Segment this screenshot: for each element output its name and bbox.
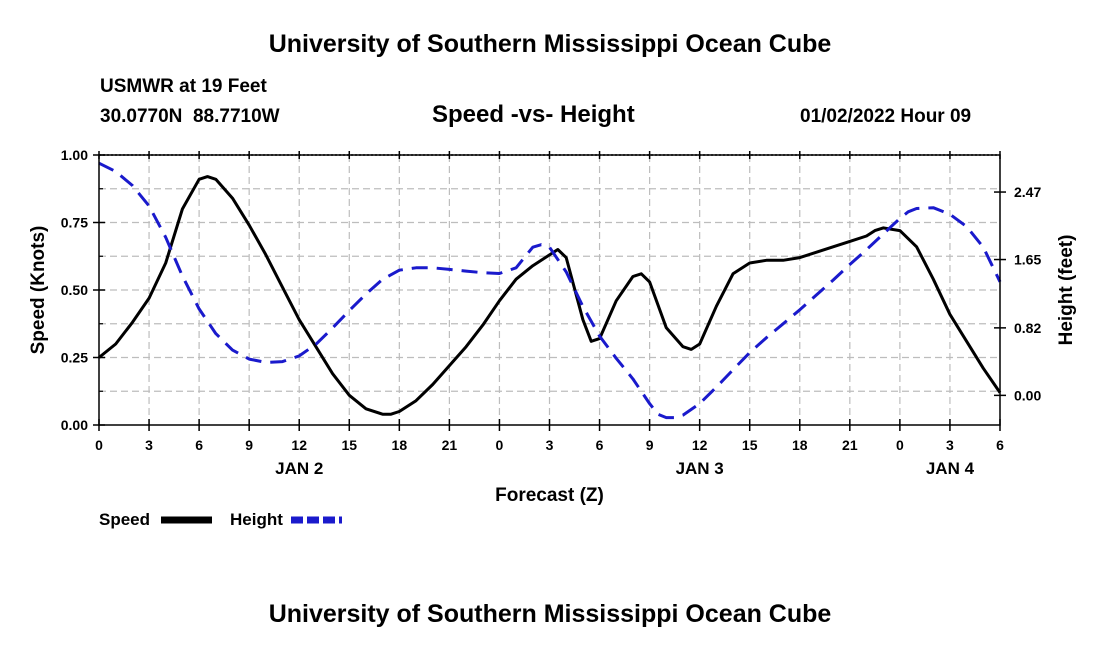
y-axis-title: Speed (Knots) (28, 226, 49, 355)
x-tick-label: 6 (596, 437, 604, 453)
speed-height-chart: 0.00 0.25 0.50 0.75 1.00 0.00 0.82 1.65 2.47 0 3 6 9… (28, 147, 1077, 529)
x-axis-title: Forecast (Z) (495, 485, 604, 506)
station-label: USMWR at 19 Feet (100, 76, 267, 97)
legend-label-height: Height (230, 510, 283, 529)
x-tick-label: 3 (546, 437, 554, 453)
x-tick-label: 6 (195, 437, 203, 453)
x-tick-label: 15 (742, 437, 758, 453)
date-label: JAN 4 (926, 459, 975, 478)
legend-label-speed: Speed (99, 510, 150, 529)
x-tick-label: 0 (95, 437, 103, 453)
x-tick-label: 0 (896, 437, 904, 453)
y2-tick-label: 0.00 (1014, 387, 1041, 403)
series-line-height (98, 161, 1002, 420)
y-tick-label: 0.50 (61, 282, 88, 298)
station-coordinates: 30.0770N 88.7710W (100, 106, 280, 127)
date-label: JAN 3 (676, 459, 724, 478)
forecast-timestamp: 01/02/2022 Hour 09 (800, 106, 972, 127)
x-tick-label: 3 (145, 437, 153, 453)
x-tick-label: 6 (996, 437, 1004, 453)
series-line-speed (98, 175, 1002, 416)
y-tick-label: 0.25 (61, 350, 88, 366)
date-label: JAN 2 (275, 459, 323, 478)
chart-subtitle: Speed -vs- Height (432, 101, 635, 128)
x-tick-label: 12 (692, 437, 708, 453)
y2-tick-label: 0.82 (1014, 320, 1041, 336)
x-tick-label: 21 (442, 437, 458, 453)
y-tick-label: 0.75 (61, 215, 88, 231)
y2-axis-title: Height (feet) (1056, 235, 1077, 346)
x-tick-label: 3 (946, 437, 954, 453)
x-tick-label: 0 (496, 437, 504, 453)
x-tick-label: 9 (245, 437, 253, 453)
y-tick-label: 1.00 (61, 147, 88, 163)
y-tick-label: 0.00 (61, 417, 88, 433)
x-tick-label: 18 (392, 437, 408, 453)
footer-title: University of Southern Mississippi Ocean… (268, 600, 832, 628)
x-tick-label: 21 (842, 437, 858, 453)
x-tick-label: 9 (646, 437, 654, 453)
page-title: University of Southern Mississippi Ocean… (268, 30, 832, 58)
y2-tick-label: 1.65 (1014, 252, 1041, 268)
y2-tick-label: 2.47 (1014, 184, 1041, 200)
x-tick-label: 18 (792, 437, 808, 453)
x-tick-label: 12 (291, 437, 307, 453)
x-tick-label: 15 (341, 437, 357, 453)
